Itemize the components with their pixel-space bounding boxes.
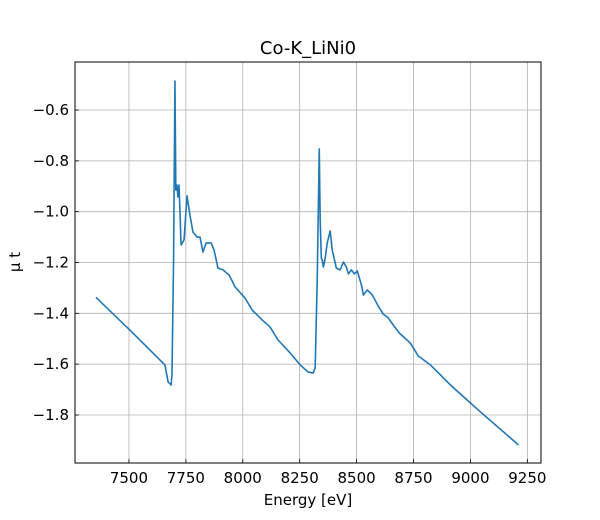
x-tick-label: 7750 (167, 469, 205, 487)
x-tick-label: 8500 (338, 469, 376, 487)
x-tick-label: 9250 (508, 469, 546, 487)
x-tick-label: 7500 (110, 469, 148, 487)
y-tick-label: −0.6 (33, 101, 69, 119)
x-tick-label: 8750 (394, 469, 432, 487)
y-tick-label: −1.0 (33, 203, 69, 221)
x-tick-label: 9000 (451, 469, 489, 487)
y-axis-label: μ t (6, 252, 24, 272)
y-tick-label: −1.4 (33, 304, 69, 322)
chart-title: Co-K_LiNi0 (260, 38, 356, 59)
plot-frame (74, 61, 542, 464)
data-line (95, 80, 519, 446)
y-tick-label: −1.2 (33, 254, 69, 272)
y-tick-label: −1.6 (33, 355, 69, 373)
y-tick-label: −0.8 (33, 152, 69, 170)
x-tick-label: 8250 (281, 469, 319, 487)
x-axis-label: Energy [eV] (264, 491, 352, 509)
y-tick-label: −1.8 (33, 406, 69, 424)
x-tick-label: 8000 (224, 469, 262, 487)
